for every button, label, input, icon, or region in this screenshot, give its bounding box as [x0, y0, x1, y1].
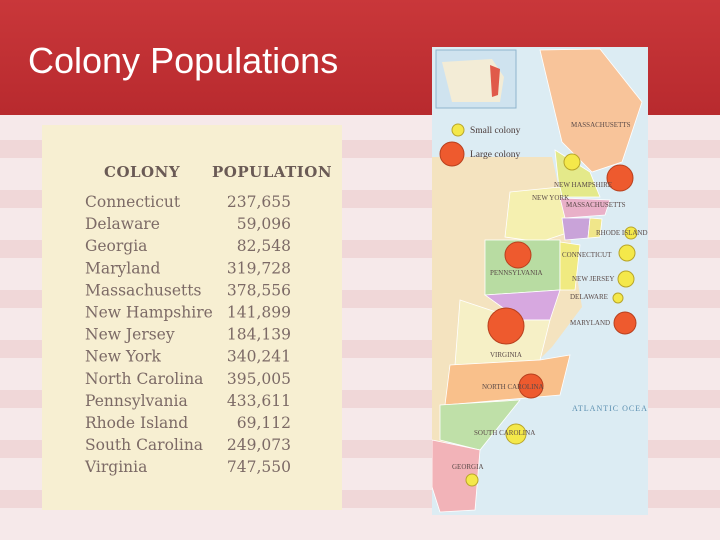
population-value: 59,096 — [237, 215, 291, 233]
map-label: NEW YORK — [532, 194, 569, 202]
colony-name: North Carolina — [85, 370, 203, 388]
map-label: RHODE ISLAND — [596, 229, 648, 237]
map-label: MARYLAND — [570, 319, 610, 327]
population-value: 82,548 — [237, 237, 291, 255]
map-label: NEW HAMPSHIRE — [554, 181, 612, 189]
map-label: ATLANTIC OCEAN — [572, 404, 648, 413]
map-label: VIRGINIA — [490, 351, 522, 359]
map-label: SOUTH CAROLINA — [474, 429, 535, 437]
population-value: 184,139 — [227, 326, 291, 344]
colony-name: Pennsylvania — [85, 392, 188, 410]
colony-name: Rhode Island — [85, 414, 188, 432]
map-label: CONNECTICUT — [562, 251, 612, 259]
colony-name: New Hampshire — [85, 304, 213, 322]
map-label: NORTH CAROLINA — [482, 383, 544, 391]
colony-name: Maryland — [85, 259, 160, 277]
population-value: 395,005 — [227, 370, 291, 388]
colony-name: Georgia — [85, 237, 147, 255]
colony-name: Massachusetts — [85, 281, 201, 299]
legend-label: Large colony — [470, 150, 520, 160]
population-value: 69,112 — [237, 414, 291, 432]
map-label: MASSACHUSETTS — [566, 201, 626, 209]
population-value: 237,655 — [227, 193, 291, 211]
slide-title: Colony Populations — [28, 40, 339, 81]
column-header: COLONY — [104, 163, 180, 181]
population-value: 433,611 — [227, 392, 291, 410]
colony-name: Delaware — [85, 215, 160, 233]
map-label: GEORGIA — [452, 463, 484, 471]
colony-name: New York — [85, 348, 162, 366]
map-label: DELAWARE — [570, 293, 608, 301]
colony-name: New Jersey — [85, 326, 175, 344]
table-panel: COLONY POPULATION Connecticut 237,655 Dela… — [42, 125, 342, 510]
colony-name: Connecticut — [85, 193, 181, 211]
population-value: 340,241 — [227, 348, 291, 366]
colony-name: Virginia — [84, 458, 147, 476]
map-label: NEW JERSEY — [572, 275, 614, 283]
population-value: 319,728 — [227, 259, 291, 277]
population-value: 378,556 — [227, 281, 291, 299]
population-value: 141,899 — [227, 304, 291, 322]
column-header: POPULATION — [212, 163, 332, 181]
map-label: MASSACHUSETTS — [571, 121, 631, 129]
colony-name: South Carolina — [85, 436, 203, 454]
legend-label: Small colony — [470, 126, 521, 136]
population-value: 747,550 — [227, 458, 291, 476]
map-label: PENNSYLVANIA — [490, 269, 543, 277]
population-value: 249,073 — [227, 436, 291, 454]
population-table: COLONY POPULATION Connecticut 237,655 Dela… — [84, 163, 332, 476]
